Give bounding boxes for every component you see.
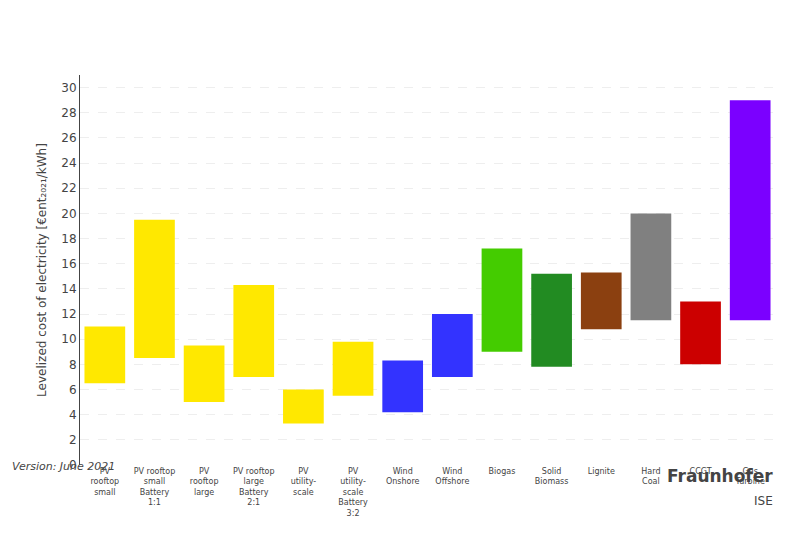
svg-text:30: 30 bbox=[61, 81, 76, 95]
svg-text:2: 2 bbox=[69, 433, 77, 447]
svg-text:18: 18 bbox=[61, 232, 76, 246]
svg-text:Lignite: Lignite bbox=[588, 467, 615, 476]
svg-text:22: 22 bbox=[61, 181, 76, 195]
svg-text:20: 20 bbox=[61, 207, 76, 221]
svg-text:PV rooftoplargeBattery2:1: PV rooftoplargeBattery2:1 bbox=[233, 467, 275, 507]
svg-text:PVrooftoplarge: PVrooftoplarge bbox=[190, 467, 219, 497]
svg-text:WindOnshore: WindOnshore bbox=[386, 467, 420, 486]
svg-text:6: 6 bbox=[69, 383, 77, 397]
svg-text:WindOffshore: WindOffshore bbox=[435, 467, 469, 486]
svg-text:ISE: ISE bbox=[754, 494, 773, 508]
svg-text:26: 26 bbox=[61, 131, 76, 145]
svg-text:24: 24 bbox=[61, 156, 76, 170]
svg-text:PVutility-scale: PVutility-scale bbox=[291, 467, 317, 497]
svg-text:Biogas: Biogas bbox=[489, 467, 516, 476]
svg-text:4: 4 bbox=[69, 408, 77, 422]
svg-text:PVrooftopsmall: PVrooftopsmall bbox=[90, 467, 119, 497]
svg-text:28: 28 bbox=[61, 106, 76, 120]
svg-text:HardCoal: HardCoal bbox=[641, 467, 660, 486]
svg-text:GasTurbine: GasTurbine bbox=[735, 467, 765, 486]
svg-text:Levelized cost of electricity: Levelized cost of electricity [€ent₂₀₂₁/… bbox=[35, 143, 49, 397]
svg-text:Version: June 2021: Version: June 2021 bbox=[12, 460, 115, 473]
svg-text:14: 14 bbox=[61, 282, 76, 296]
svg-text:PV rooftopsmallBattery1:1: PV rooftopsmallBattery1:1 bbox=[134, 467, 176, 507]
svg-text:0: 0 bbox=[69, 458, 77, 472]
svg-text:8: 8 bbox=[69, 358, 77, 372]
svg-text:CCGT: CCGT bbox=[690, 467, 712, 476]
svg-text:Fraunhofer: Fraunhofer bbox=[667, 466, 773, 486]
svg-text:PVutility-scaleBattery3:2: PVutility-scaleBattery3:2 bbox=[338, 467, 368, 518]
svg-text:16: 16 bbox=[61, 257, 76, 271]
svg-text:12: 12 bbox=[61, 307, 76, 321]
svg-text:10: 10 bbox=[61, 332, 76, 346]
svg-text:SolidBiomass: SolidBiomass bbox=[535, 467, 569, 486]
